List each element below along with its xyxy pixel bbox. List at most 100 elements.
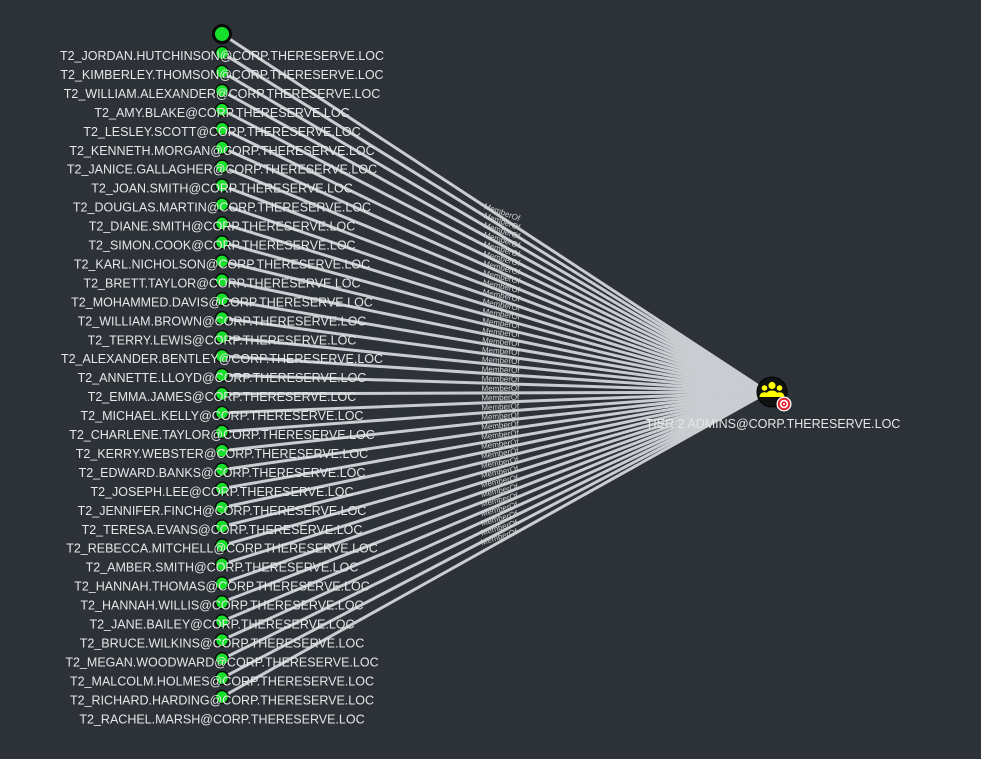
- memberof-edge[interactable]: [220, 221, 770, 394]
- memberof-edge[interactable]: [220, 165, 770, 394]
- memberof-edge[interactable]: [220, 32, 770, 394]
- memberof-edge[interactable]: [220, 390, 770, 472]
- user-label: T2_JORDAN.HUTCHINSON@CORP.THERESERVE.LOC: [60, 49, 384, 63]
- user-node[interactable]: [214, 45, 230, 61]
- memberof-edge[interactable]: [220, 108, 770, 394]
- edge-label: MemberOf: [482, 336, 521, 349]
- user-node[interactable]: [214, 538, 230, 553]
- user-node[interactable]: [214, 197, 230, 212]
- target-icon: [776, 396, 792, 412]
- user-node[interactable]: [214, 481, 230, 496]
- user-label: T2_WILLIAM.ALEXANDER@CORP.THERESERVE.LOC: [64, 87, 381, 101]
- user-label: T2_CHARLENE.TAYLOR@CORP.THERESERVE.LOC: [69, 428, 375, 442]
- memberof-edge[interactable]: [220, 390, 770, 604]
- user-node[interactable]: [214, 291, 230, 307]
- memberof-edge[interactable]: [220, 297, 770, 394]
- memberof-edge[interactable]: [220, 390, 770, 529]
- user-node[interactable]: [214, 689, 230, 705]
- user-node[interactable]: [214, 557, 230, 572]
- user-label: T2_JANE.BAILEY@CORP.THERESERVE.LOC: [89, 618, 354, 632]
- user-label: T2_JOSEPH.LEE@CORP.THERESERVE.LOC: [90, 485, 353, 499]
- user-label: T2_LESLEY.SCOTT@CORP.THERESERVE.LOC: [83, 125, 360, 139]
- memberof-edge[interactable]: [220, 70, 770, 394]
- memberof-edge[interactable]: [220, 51, 770, 394]
- memberof-edge[interactable]: [220, 354, 770, 394]
- user-node[interactable]: [214, 367, 230, 383]
- user-node[interactable]: [214, 273, 230, 288]
- memberof-edge[interactable]: [220, 390, 770, 661]
- user-node[interactable]: [214, 64, 230, 80]
- memberof-edge[interactable]: [220, 390, 770, 396]
- user-node[interactable]: [214, 216, 230, 231]
- user-label: T2_SIMON.COOK@CORP.THERESERVE.LOC: [88, 239, 355, 253]
- group-node[interactable]: TIER 2 ADMINS@CORP.THERESERVE.LOC: [646, 376, 901, 431]
- memberof-edge[interactable]: [220, 390, 770, 623]
- memberof-edge[interactable]: [220, 390, 770, 434]
- group-label: TIER 2 ADMINS@CORP.THERESERVE.LOC: [646, 417, 901, 431]
- user-label: T2_WILLIAM.BROWN@CORP.THERESERVE.LOC: [78, 314, 367, 328]
- memberof-edge[interactable]: [220, 390, 770, 566]
- edges-layer: [220, 32, 770, 699]
- edge-label: MemberOf: [482, 374, 521, 384]
- memberof-edge[interactable]: [220, 146, 770, 394]
- memberof-edge[interactable]: [220, 390, 770, 453]
- memberof-edge[interactable]: [220, 89, 770, 394]
- user-node[interactable]: [214, 159, 230, 174]
- user-label: T2_RACHEL.MARSH@CORP.THERESERVE.LOC: [79, 712, 364, 726]
- memberof-edge[interactable]: [220, 259, 770, 394]
- user-node[interactable]: [214, 519, 230, 534]
- user-label: T2_AMBER.SMITH@CORP.THERESERVE.LOC: [86, 561, 359, 575]
- memberof-edge[interactable]: [220, 390, 770, 547]
- memberof-edge[interactable]: [220, 390, 770, 680]
- memberof-edge[interactable]: [220, 390, 770, 510]
- user-node[interactable]: [214, 576, 230, 591]
- user-label: T2_AMY.BLAKE@CORP.THERESERVE.LOC: [94, 106, 349, 120]
- user-label: T2_MEGAN.WOODWARD@CORP.THERESERVE.LOC: [65, 655, 378, 669]
- memberof-edge[interactable]: [220, 390, 770, 642]
- user-node[interactable]: [214, 443, 230, 458]
- memberof-edge[interactable]: [220, 127, 770, 394]
- user-node[interactable]: [214, 178, 230, 193]
- user-node[interactable]: [214, 405, 230, 421]
- user-node[interactable]: [214, 424, 230, 440]
- user-node[interactable]: [214, 613, 230, 629]
- memberof-edge[interactable]: [220, 202, 770, 394]
- user-node[interactable]: [214, 500, 230, 515]
- memberof-edge[interactable]: [220, 390, 770, 699]
- edge-label: MemberOf: [481, 411, 520, 422]
- memberof-edge[interactable]: [220, 335, 770, 394]
- memberof-edge[interactable]: [220, 373, 770, 394]
- memberof-edge[interactable]: [220, 316, 770, 394]
- user-label: T2_KERRY.WEBSTER@CORP.THERESERVE.LOC: [76, 447, 368, 461]
- user-node[interactable]: [214, 83, 230, 99]
- users-group-icon: [759, 381, 785, 397]
- user-node[interactable]: [214, 595, 230, 610]
- user-node[interactable]: [214, 462, 230, 477]
- user-node[interactable]: [214, 348, 230, 364]
- user-node[interactable]: [214, 140, 230, 155]
- memberof-edge[interactable]: [220, 184, 770, 394]
- user-node[interactable]: [214, 670, 230, 686]
- memberof-edge[interactable]: [220, 240, 770, 394]
- user-node[interactable]: [214, 235, 230, 250]
- user-node[interactable]: [214, 102, 230, 118]
- user-node[interactable]: [214, 121, 230, 136]
- user-label: T2_JENNIFER.FINCH@CORP.THERESERVE.LOC: [78, 504, 367, 518]
- user-node[interactable]: [214, 310, 230, 326]
- user-node[interactable]: [214, 329, 230, 345]
- user-node[interactable]: [214, 254, 230, 269]
- user-label: T2_REBECCA.MITCHELL@CORP.THERESERVE.LOC: [66, 542, 378, 556]
- memberof-edge[interactable]: [220, 390, 770, 491]
- user-node[interactable]: [212, 24, 232, 44]
- edge-label: MemberOf: [481, 402, 520, 413]
- user-label: T2_MICHAEL.KELLY@CORP.THERESERVE.LOC: [81, 409, 364, 423]
- user-node[interactable]: [214, 651, 230, 667]
- user-node[interactable]: [214, 632, 230, 648]
- memberof-edge[interactable]: [220, 390, 770, 415]
- user-node[interactable]: [214, 386, 230, 402]
- memberof-edge[interactable]: [220, 278, 770, 394]
- user-label: T2_ALEXANDER.BENTLEY@CORP.THERESERVE.LOC: [61, 352, 383, 366]
- user-label: T2_DOUGLAS.MARTIN@CORP.THERESERVE.LOC: [73, 201, 371, 215]
- memberof-edge[interactable]: [220, 390, 770, 585]
